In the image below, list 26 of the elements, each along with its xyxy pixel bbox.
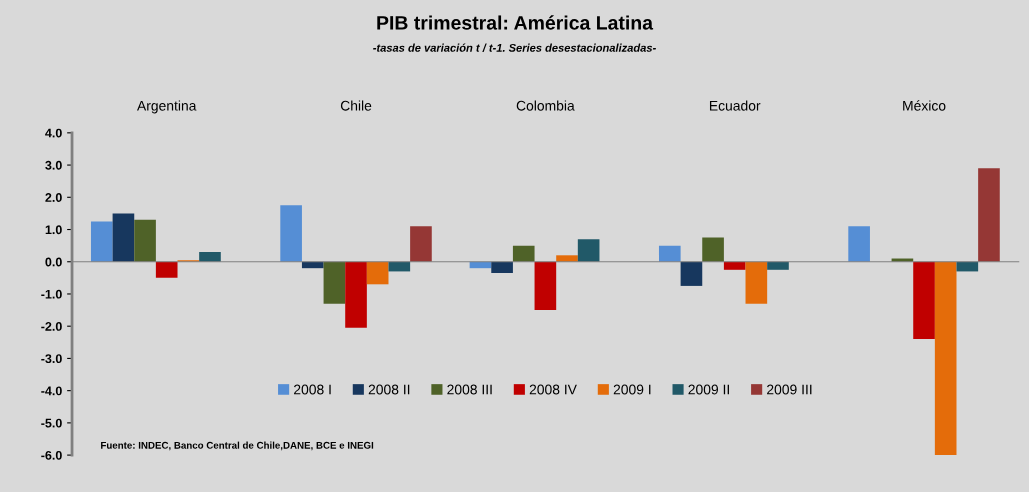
x-tick-label: Ecuador — [709, 100, 761, 111]
legend-label: 2009 I — [613, 384, 651, 395]
y-tick-label: -1.0 — [41, 289, 62, 299]
chart-subtitle: -tasas de variación t / t-1. Series desestacionalizadas- — [373, 43, 656, 52]
y-tick-label: 0.0 — [45, 257, 62, 267]
x-tick-label: México — [903, 100, 946, 111]
legend-label: 2008 II — [368, 384, 410, 395]
legend-label: 2008 III — [447, 384, 492, 395]
y-tick-label: 4.0 — [45, 128, 62, 138]
y-tick-label: -5.0 — [41, 418, 62, 428]
y-tick-label: 1.0 — [45, 225, 62, 235]
x-tick-label: Chile — [340, 100, 372, 111]
y-tick-label: -4.0 — [41, 386, 62, 396]
x-tick-label: Colombia — [516, 100, 575, 111]
legend-label: 2008 IV — [529, 384, 577, 395]
legend-label: 2009 III — [767, 384, 812, 395]
chart-title: PIB trimestral: América Latina — [377, 15, 654, 30]
x-tick-label: Argentina — [137, 100, 197, 114]
y-tick-label: 3.0 — [45, 160, 62, 170]
y-tick-label: 2.0 — [45, 193, 62, 202]
y-tick-label: -2.0 — [41, 322, 62, 331]
legend-label: 2008 I — [294, 384, 331, 395]
y-tick-label: -6.0 — [41, 450, 62, 460]
legend-label: 2009 II — [688, 384, 729, 395]
y-tick-label: -3.0 — [41, 354, 62, 364]
annotation: Fuente: INDEC, Banco Central de Chile,DANE, BCE e INEGI — [101, 441, 374, 451]
